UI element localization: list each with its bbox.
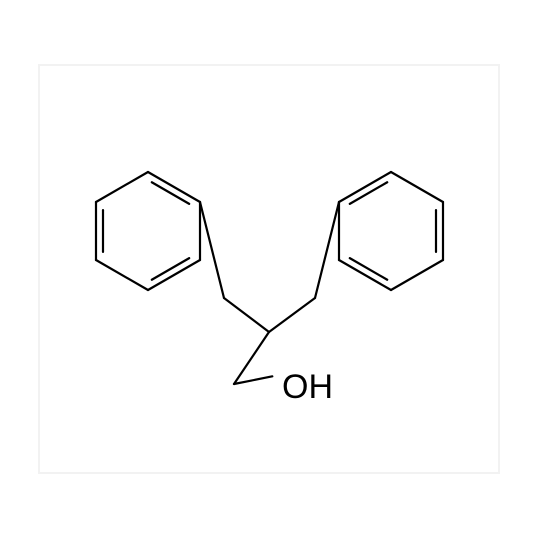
atom-label-oh: OH — [282, 368, 333, 407]
molecule-diagram — [0, 0, 540, 540]
canvas: OH — [0, 0, 540, 540]
